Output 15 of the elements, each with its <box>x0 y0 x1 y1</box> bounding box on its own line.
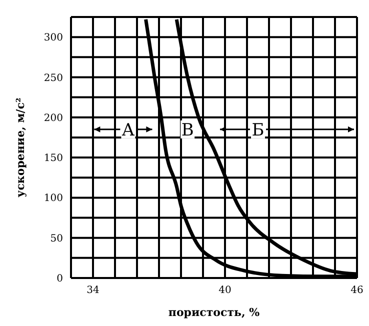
x-tick-label: 40 <box>218 285 232 296</box>
y-tick-label: 250 <box>44 72 63 84</box>
x-axis-title: пористость, % <box>168 306 260 319</box>
y-axis-title: ускорение, м/с² <box>14 97 27 198</box>
annotation: А <box>122 120 135 140</box>
y-tick-label: 100 <box>44 193 63 204</box>
y-tick-label: 150 <box>44 153 63 164</box>
y-tick-label: 200 <box>44 112 63 124</box>
x-tick-label: 46 <box>350 285 364 296</box>
x-tick-label: 34 <box>86 285 100 296</box>
y-tick-label: 50 <box>50 233 63 244</box>
annotation: В <box>181 120 194 140</box>
y-tick-label: 0 <box>56 274 63 285</box>
annotation: Б <box>252 120 264 140</box>
y-tick-label: 300 <box>44 32 63 44</box>
